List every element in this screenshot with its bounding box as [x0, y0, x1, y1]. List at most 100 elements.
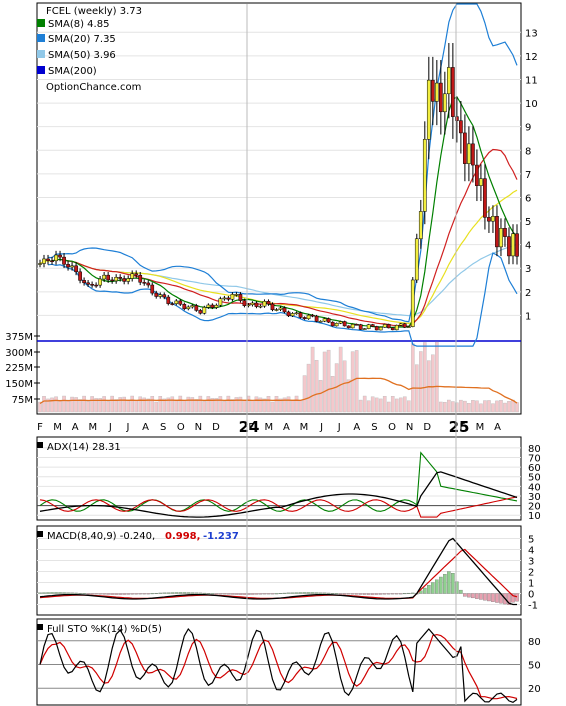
candle-body: [426, 79, 431, 140]
volume-bar: [378, 398, 383, 413]
candle-body: [198, 310, 203, 314]
candle-body: [511, 233, 515, 257]
minus-di-line: [39, 496, 518, 518]
x-tick-label: M: [264, 422, 273, 433]
volume-bar: [326, 349, 331, 413]
candle-body: [202, 307, 207, 314]
macd-hist-bar: [366, 593, 371, 595]
macd-hist-bar: [202, 592, 207, 594]
candle-body: [370, 324, 375, 327]
volume-bar: [238, 396, 243, 413]
volume-bar: [50, 397, 54, 413]
candle-body: [118, 276, 123, 279]
macd-hist-bar: [54, 592, 58, 594]
macd-hist-bar: [162, 592, 167, 594]
candle-body: [447, 67, 451, 95]
volume-tick-label: 300M: [5, 348, 33, 359]
volume-bar: [262, 398, 267, 413]
macd-title: MACD(8,40,9) -0.240,: [47, 531, 155, 542]
x-tick-label: S: [371, 422, 377, 433]
volume-tick-label: 75M: [12, 395, 33, 406]
candle-body: [162, 294, 167, 298]
macd-hist-bar: [386, 593, 391, 595]
macd-hist-bar: [447, 571, 451, 594]
macd-hist-bar: [495, 593, 499, 603]
candle-body: [114, 276, 119, 282]
volume-bar: [138, 396, 143, 413]
volume-bar: [266, 396, 271, 413]
volume-bar: [142, 397, 147, 413]
volume-bar: [94, 398, 98, 413]
macd-hist-bar: [423, 587, 427, 594]
candle-body: [322, 318, 327, 322]
candle-body: [338, 321, 343, 324]
candle-body: [154, 292, 159, 297]
macd-hist-bar: [122, 593, 126, 595]
volume-bar: [475, 400, 479, 413]
candle-body: [258, 305, 263, 308]
volume-bar: [86, 401, 90, 413]
macd-hist-bar: [62, 592, 66, 594]
adx-tick-label: 30: [528, 492, 541, 503]
volume-bar: [286, 396, 291, 413]
candle-body: [382, 324, 387, 328]
volume-bar: [202, 401, 207, 413]
candle-body: [290, 313, 295, 317]
volume-bar: [186, 396, 191, 413]
volume-bar: [406, 400, 411, 413]
volume-bar: [174, 400, 179, 413]
price-tick-label: 12: [525, 52, 538, 63]
volume-bar: [78, 399, 82, 413]
macd-hist-bar: [403, 593, 407, 595]
macd-hist-bar: [310, 592, 315, 594]
macd-hist-bar: [435, 579, 439, 594]
macd-hist-bar: [42, 592, 46, 594]
volume-tick-label: 150M: [5, 379, 33, 390]
candle-body: [242, 300, 247, 306]
volume-bar: [274, 396, 279, 413]
volume-bar: [114, 399, 118, 413]
stochastic-tick-label: 80: [528, 637, 541, 648]
macd-hist-bar: [515, 593, 519, 602]
volume-bar: [491, 403, 495, 413]
volume-bar: [190, 397, 195, 413]
candle-body: [346, 325, 351, 329]
macd-histogram: [38, 571, 519, 605]
macd-hist-bar: [186, 592, 191, 594]
legend-item-sma8: SMA(8) 4.85: [37, 19, 109, 30]
plus-di-line: [39, 451, 518, 512]
macd-hist-bar: [378, 593, 383, 595]
macd-hist-bar: [82, 593, 86, 595]
stochastic-title: Full STO %K(14) %D(5): [47, 624, 162, 635]
macd-hist-bar: [70, 592, 74, 594]
candle-body: [451, 67, 455, 117]
macd-hist-bar: [222, 593, 227, 595]
macd-hist-bar: [459, 589, 463, 594]
volume-bar: [82, 395, 86, 413]
macd-hist-bar: [90, 593, 94, 595]
x-tick-label: F: [37, 422, 43, 433]
candle-body: [515, 233, 519, 257]
volume-bar: [178, 395, 183, 413]
volume-bar: [70, 396, 74, 413]
macd-hist-bar: [258, 593, 263, 595]
candle-body: [402, 323, 407, 328]
candle-body: [442, 93, 447, 113]
macd-tick-label: 2: [528, 568, 534, 579]
macd-hist-bar: [439, 576, 443, 594]
x-tick-label: O: [388, 422, 396, 433]
candle-body: [270, 303, 275, 311]
volume-bar: [390, 396, 395, 413]
candle-body: [58, 254, 62, 258]
price-tick-label: 8: [525, 146, 531, 157]
macd-tick-label: 5: [528, 535, 534, 546]
candle-body: [358, 324, 363, 330]
volume-bar: [182, 399, 187, 413]
volume-bar: [394, 398, 399, 413]
volume-bar: [503, 402, 507, 413]
macd-hist-bar: [346, 593, 351, 595]
candle-body: [86, 282, 90, 285]
price-tick-label: 13: [525, 28, 538, 39]
